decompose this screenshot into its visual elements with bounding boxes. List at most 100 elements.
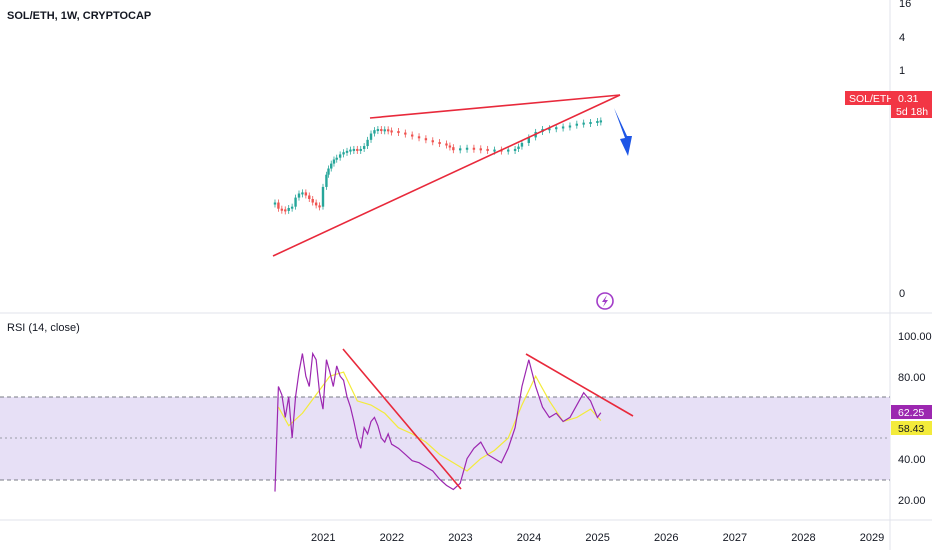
rsi-ma-badge: 58.43 (891, 421, 932, 435)
candle (472, 147, 476, 150)
rsi-value: 62.25 (898, 407, 924, 419)
candle (335, 157, 338, 160)
candle (431, 140, 434, 143)
candle (373, 130, 376, 134)
time-axis-label: 2022 (380, 532, 404, 544)
candle (520, 142, 524, 147)
candle (287, 208, 290, 211)
price-badge-countdown: 5d 18h (896, 106, 928, 118)
time-axis-label: 2023 (448, 532, 472, 544)
candle (356, 148, 359, 151)
time-axis-label: 2029 (860, 532, 884, 544)
candle (410, 134, 414, 137)
candle (517, 146, 520, 149)
time-axis-label: 2027 (723, 532, 747, 544)
candle (366, 139, 369, 147)
candle (548, 128, 551, 131)
candle (352, 148, 356, 151)
candle (438, 142, 441, 145)
candle (575, 123, 579, 126)
rsi-descending-trendline-1[interactable] (342, 348, 462, 490)
candle (301, 192, 304, 195)
candle (465, 147, 469, 150)
price-tick: 1 (899, 65, 905, 77)
candle (345, 150, 349, 153)
candle (599, 120, 603, 123)
price-tick: 0 (899, 288, 905, 300)
candle (304, 192, 308, 196)
candle (397, 131, 400, 134)
candle (596, 121, 599, 123)
candle (277, 202, 280, 209)
rising-wedge-resistance-line[interactable] (369, 94, 621, 119)
candle (513, 148, 517, 151)
time-axis-label: 2021 (311, 532, 335, 544)
time-axis-label: 2025 (585, 532, 609, 544)
candle (330, 163, 333, 169)
price-tick: 16 (899, 0, 911, 10)
candle (321, 186, 325, 207)
rsi-ma-value: 58.43 (898, 423, 924, 435)
candle (390, 130, 393, 133)
candle (280, 208, 284, 211)
rsi-tick: 80.00 (898, 372, 926, 384)
candle (294, 197, 297, 207)
candle (448, 145, 452, 148)
time-axis-label: 2026 (654, 532, 678, 544)
candle (380, 129, 383, 132)
candle (507, 149, 510, 152)
candle (376, 129, 380, 132)
candle (314, 202, 318, 206)
lightning-icon[interactable] (596, 292, 614, 310)
price-tick: 4 (899, 32, 905, 44)
candle (327, 168, 330, 175)
price-chart[interactable] (273, 117, 603, 215)
candle (297, 193, 301, 198)
candle (325, 174, 328, 187)
candle (486, 148, 489, 151)
rsi-value-badge: 62.25 (891, 405, 932, 419)
candle (349, 149, 352, 152)
price-badge: SOL/ETH 0.31 5d 18h (845, 91, 932, 118)
rsi-descending-trendline-2[interactable] (525, 353, 634, 417)
candle (493, 149, 496, 152)
candle (445, 143, 448, 146)
candle (555, 127, 558, 130)
candle (308, 195, 311, 199)
rsi-tick: 20.00 (898, 495, 926, 507)
candle (359, 148, 362, 151)
candle (561, 126, 565, 129)
candle (386, 129, 390, 132)
rsi-title: RSI (14, close) (7, 322, 80, 334)
rising-wedge-support-line[interactable] (272, 94, 621, 257)
candle (383, 129, 386, 132)
rsi-chart[interactable] (274, 351, 602, 492)
candle (332, 159, 336, 164)
rsi-line (274, 351, 602, 492)
candle (311, 198, 314, 203)
candle (479, 148, 482, 151)
candle (404, 132, 407, 135)
time-axis[interactable]: 2021 2022 2023 2024 2025 2026 2027 2028 2029 (311, 532, 884, 544)
candle (362, 146, 366, 149)
rsi-tick: 100.00 (898, 331, 932, 343)
candle (338, 154, 342, 158)
time-axis-label: 2024 (517, 532, 541, 544)
candle (424, 138, 428, 141)
candle (452, 147, 455, 151)
price-badge-value: 0.31 (898, 93, 919, 105)
candle (568, 125, 572, 128)
candle (369, 133, 373, 140)
candle (459, 148, 462, 151)
candle (417, 136, 421, 139)
candle (527, 137, 530, 143)
rsi-tick: 40.00 (898, 454, 926, 466)
price-badge-symbol: SOL/ETH (849, 93, 894, 105)
candle (342, 152, 345, 155)
candle (290, 206, 294, 209)
candle (582, 122, 585, 125)
candle (284, 209, 287, 212)
chart-title: SOL/ETH, 1W, CRYPTOCAP (7, 10, 151, 22)
rsi-ma-line (277, 371, 602, 472)
